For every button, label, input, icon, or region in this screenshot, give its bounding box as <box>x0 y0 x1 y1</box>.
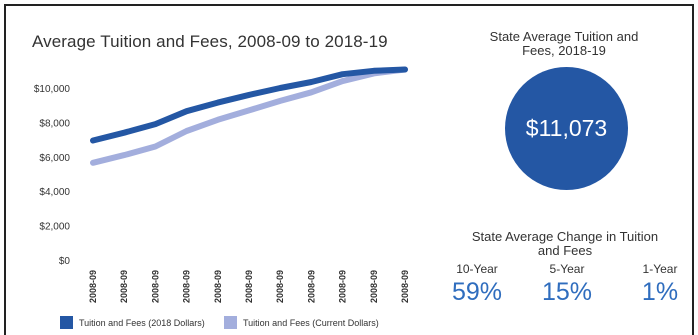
x-tick-label: 2008-09 <box>275 270 285 303</box>
stat-1-year-label: 1-Year <box>642 262 678 276</box>
x-tick-label: 2008-09 <box>244 270 254 303</box>
stat-5-year-value: 15% <box>541 278 593 306</box>
x-tick-label: 2008-09 <box>150 270 160 303</box>
stat-10-year: 10-Year 59% <box>447 262 507 307</box>
legend-swatch-current-dollars <box>224 316 237 329</box>
state-average-value: $11,073 <box>525 115 608 141</box>
state-average-circle: $11,073 <box>505 67 628 190</box>
legend-swatch-2018-dollars <box>60 316 73 329</box>
series-line-2018-dollars <box>90 66 408 144</box>
y-tick-label: $2,000 <box>39 222 70 233</box>
series-lines <box>90 66 408 166</box>
state-change-title: State Average Change in Tuition and Fees <box>471 229 659 258</box>
stat-5-year-label: 5-Year <box>549 262 585 276</box>
legend-label-current-dollars: Tuition and Fees (Current Dollars) <box>243 317 379 328</box>
x-tick-label: 2008-09 <box>338 270 348 303</box>
x-tick-label: 2008-09 <box>400 270 410 303</box>
legend-label-2018-dollars: Tuition and Fees (2018 Dollars) <box>79 317 205 328</box>
y-axis: $0 $2,000 $4,000 $6,000 $8,000 $10,000 <box>34 84 71 267</box>
stat-1-year-value: 1% <box>641 278 679 306</box>
series-line-current-dollars <box>90 66 408 166</box>
stat-1-year: 1-Year 1% <box>630 262 690 307</box>
y-tick-label: $6,000 <box>39 153 70 164</box>
legend-item-current-dollars: Tuition and Fees (Current Dollars) <box>224 316 379 329</box>
x-tick-label: 2008-09 <box>306 270 316 303</box>
chart-title: Average Tuition and Fees, 2008-09 to 201… <box>32 32 388 51</box>
x-tick-label: 2008-09 <box>88 270 98 303</box>
y-tick-label: $0 <box>59 256 71 267</box>
stat-10-year-value: 59% <box>451 278 503 306</box>
x-tick-label: 2008-09 <box>213 270 223 303</box>
y-tick-label: $4,000 <box>39 187 70 198</box>
state-average-title: State Average Tuition and Fees, 2018-19 <box>489 29 639 58</box>
stat-10-year-label: 10-Year <box>456 262 498 276</box>
y-tick-label: $8,000 <box>39 118 70 129</box>
x-tick-label: 2008-09 <box>182 270 192 303</box>
x-axis: 2008-09 2008-09 2008-09 2008-09 2008-09 2008-… <box>88 270 410 303</box>
legend-item-2018-dollars: Tuition and Fees (2018 Dollars) <box>60 316 205 329</box>
x-tick-label: 2008-09 <box>119 270 129 303</box>
y-tick-label: $10,000 <box>34 84 71 95</box>
stat-5-year: 5-Year 15% <box>537 262 597 307</box>
x-tick-label: 2008-09 <box>369 270 379 303</box>
